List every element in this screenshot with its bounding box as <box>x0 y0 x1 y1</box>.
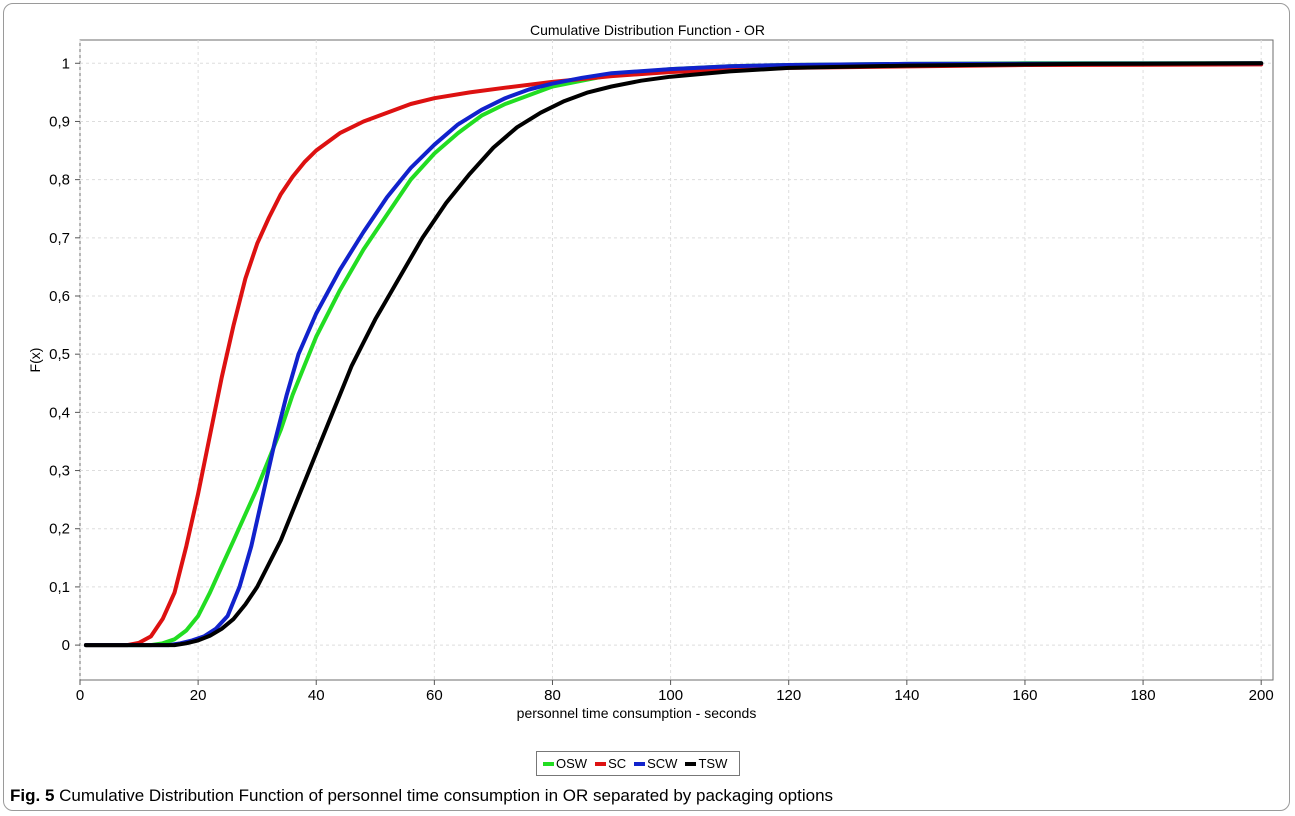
legend-swatch <box>543 761 554 766</box>
legend-item-osw: OSW <box>543 756 587 771</box>
caption-text: Cumulative Distribution Function of pers… <box>54 786 834 805</box>
y-tick-label: 0,4 <box>49 404 70 421</box>
y-tick-label: 0,1 <box>49 579 70 596</box>
x-tick-label: 100 <box>658 687 683 704</box>
y-tick-label: 0 <box>62 637 70 654</box>
caption-label: Fig. 5 <box>10 786 55 805</box>
y-tick-label: 0,6 <box>49 288 70 305</box>
legend-item-scw: SCW <box>634 756 677 771</box>
legend-label: OSW <box>556 756 588 771</box>
legend-label: SC <box>608 756 627 771</box>
figure-caption: Fig. 5 Cumulative Distribution Function … <box>10 786 833 806</box>
y-tick-label: 0,7 <box>49 230 70 247</box>
x-tick-label: 140 <box>894 687 919 704</box>
y-tick-label: 0,9 <box>49 113 70 130</box>
legend-item-tsw: TSW <box>685 756 727 771</box>
x-axis-label: personnel time consumption - seconds <box>517 705 757 721</box>
legend-label: TSW <box>698 756 728 771</box>
x-tick-label: 20 <box>190 687 207 704</box>
plot-area <box>79 39 1274 681</box>
x-tick-label: 40 <box>308 687 325 704</box>
y-tick-label: 0,8 <box>49 172 70 189</box>
x-tick-label: 0 <box>76 687 84 704</box>
legend-swatch <box>685 761 697 766</box>
legend-label: SCW <box>647 756 678 771</box>
y-tick-label: 0,2 <box>49 521 70 538</box>
x-tick-label: 180 <box>1131 687 1156 704</box>
x-tick-label: 160 <box>1012 687 1037 704</box>
x-tick-label: 200 <box>1249 687 1274 704</box>
chart-legend: OSW SC SCW TSW <box>536 751 741 776</box>
chart-title: Cumulative Distribution Function - OR <box>530 22 765 38</box>
legend-swatch <box>634 761 646 766</box>
legend-swatch <box>595 761 607 766</box>
x-tick-label: 80 <box>544 687 561 704</box>
y-axis-label: F(x) <box>27 348 43 373</box>
series-line-tsw <box>83 61 1264 648</box>
series-line-scw <box>83 61 1264 648</box>
y-tick-label: 0,3 <box>49 463 70 480</box>
x-tick-label: 120 <box>776 687 801 704</box>
x-tick-label: 60 <box>426 687 443 704</box>
y-tick-label: 0,5 <box>49 346 70 363</box>
y-tick-label: 1 <box>62 55 70 72</box>
legend-item-sc: SC <box>595 756 626 771</box>
